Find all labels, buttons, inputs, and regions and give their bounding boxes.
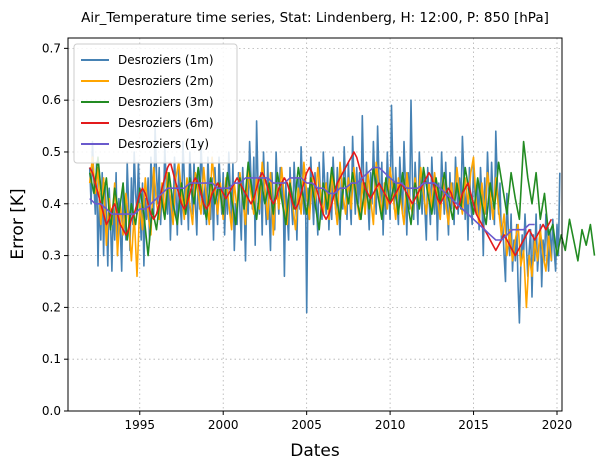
x-tick-label: 1995 (124, 418, 155, 432)
x-axis-title: Dates (290, 441, 340, 461)
chart-title: Air_Temperature time series, Stat: Linde… (81, 10, 549, 26)
y-tick-label: 0.6 (42, 93, 61, 107)
series-line-2 (88, 156, 553, 309)
legend: Desroziers (1m) Desroziers (2m) Desroziers… (73, 43, 238, 164)
legend-label: Desroziers (1m) (118, 53, 214, 67)
series-line-3 (88, 140, 596, 262)
legend-label: Desroziers (1y) (118, 137, 209, 151)
x-tick-label: 2000 (208, 418, 239, 432)
y-tick-label: 0.4 (42, 197, 61, 211)
series-line-4 (88, 151, 553, 257)
legend-label: Desroziers (3m) (118, 95, 214, 109)
series-line-5 (89, 166, 535, 241)
legend-label: Desroziers (6m) (118, 116, 214, 130)
y-tick-label: 0.0 (42, 404, 61, 418)
y-tick-label: 0.3 (42, 249, 61, 263)
y-tick-label: 0.2 (42, 300, 61, 314)
axis-ticks: 0.0 0.1 0.2 0.3 0.4 0.5 0.6 0.7 1995 2000 2005 2010… (42, 41, 572, 432)
x-tick-label: 2010 (375, 418, 406, 432)
y-tick-label: 0.7 (42, 41, 61, 55)
plot-frame (67, 37, 563, 412)
x-tick-label: 2005 (291, 418, 322, 432)
legend-box (73, 43, 238, 164)
series-lines (88, 99, 596, 324)
x-tick-label: 2015 (458, 418, 489, 432)
y-axis-title: Error [K] (8, 188, 28, 259)
legend-label: Desroziers (2m) (118, 74, 214, 88)
y-tick-label: 0.1 (42, 352, 61, 366)
y-tick-label: 0.5 (42, 145, 61, 159)
x-tick-label: 2020 (542, 418, 573, 432)
